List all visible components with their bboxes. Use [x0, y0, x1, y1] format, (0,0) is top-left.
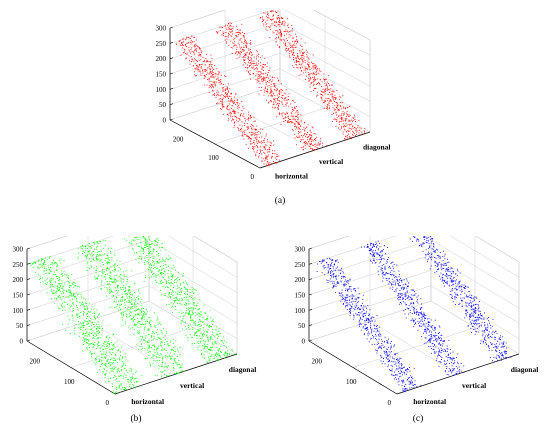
z-tick-label: 50: [298, 322, 306, 330]
pixel-tick-label: 100: [346, 378, 357, 386]
pixel-tick-label: 100: [64, 378, 75, 386]
z-tick-label: 100: [13, 307, 24, 315]
grid-lines: [309, 236, 519, 394]
grid-lines: [27, 236, 237, 394]
pixel-tick-label: 200: [29, 357, 40, 365]
z-tick-label: 100: [156, 86, 167, 94]
direction-label: horizontal: [413, 397, 446, 406]
z-tick-label: 200: [156, 55, 167, 63]
scatter-plot-c: 0 50 100 150 200 250 300 0 100 200 horizontal verti…: [287, 236, 549, 423]
direction-label: diagonal: [229, 365, 257, 374]
grid-lines: [170, 10, 370, 168]
scatter-plot-b: 0 50 100 150 200 250 300 0 100 200 horizontal verti…: [5, 236, 267, 423]
z-tick-label: 300: [295, 246, 306, 254]
pixel-tick-label: 0: [106, 399, 110, 407]
z-tick-label: 250: [156, 40, 167, 48]
panel-caption: (b): [130, 413, 141, 423]
z-tick-label: 0: [163, 117, 167, 125]
chart-panel-a: 0 50 100 150 200 250 300 0 100 200 horizontal verti…: [145, 10, 405, 205]
pixel-tick-label: 200: [311, 357, 322, 365]
panel-caption: (a): [275, 195, 286, 205]
direction-label: diagonal: [363, 143, 391, 152]
pixel-tick-label: 0: [388, 399, 392, 407]
z-tick-label: 250: [13, 261, 24, 269]
pixel-tick-label: 100: [208, 154, 219, 162]
direction-label: vertical: [462, 381, 486, 390]
chart-panel-b: 0 50 100 150 200 250 300 0 100 200 horizontal verti…: [5, 236, 267, 423]
direction-label: vertical: [180, 381, 204, 390]
direction-label: horizontal: [275, 171, 308, 180]
z-tick-label: 100: [295, 307, 306, 315]
z-tick-label: 150: [295, 292, 306, 300]
z-tick-label: 0: [302, 338, 306, 346]
direction-label: diagonal: [511, 365, 539, 374]
scatter-plot-a: 0 50 100 150 200 250 300 0 100 200 horizontal verti…: [145, 10, 405, 205]
direction-label: horizontal: [131, 397, 164, 406]
z-tick-label: 200: [295, 276, 306, 284]
z-tick-label: 200: [13, 276, 24, 284]
scatter-points: [317, 236, 512, 392]
z-tick-label: 150: [13, 292, 24, 300]
z-tick-label: 250: [295, 261, 306, 269]
pixel-tick-label: 0: [251, 173, 255, 181]
z-tick-label: 50: [16, 322, 24, 330]
z-tick-label: 150: [156, 71, 167, 79]
pixel-tick-label: 200: [173, 135, 184, 143]
z-tick-label: 300: [156, 25, 167, 33]
panel-caption: (c): [413, 413, 424, 423]
z-tick-label: 300: [13, 246, 24, 254]
z-tick-label: 0: [20, 338, 24, 346]
direction-label: vertical: [319, 157, 343, 166]
z-tick-label: 50: [159, 101, 167, 109]
chart-panel-c: 0 50 100 150 200 250 300 0 100 200 horizontal verti…: [287, 236, 549, 423]
scatter-points: [30, 236, 236, 394]
axes: [27, 248, 237, 394]
